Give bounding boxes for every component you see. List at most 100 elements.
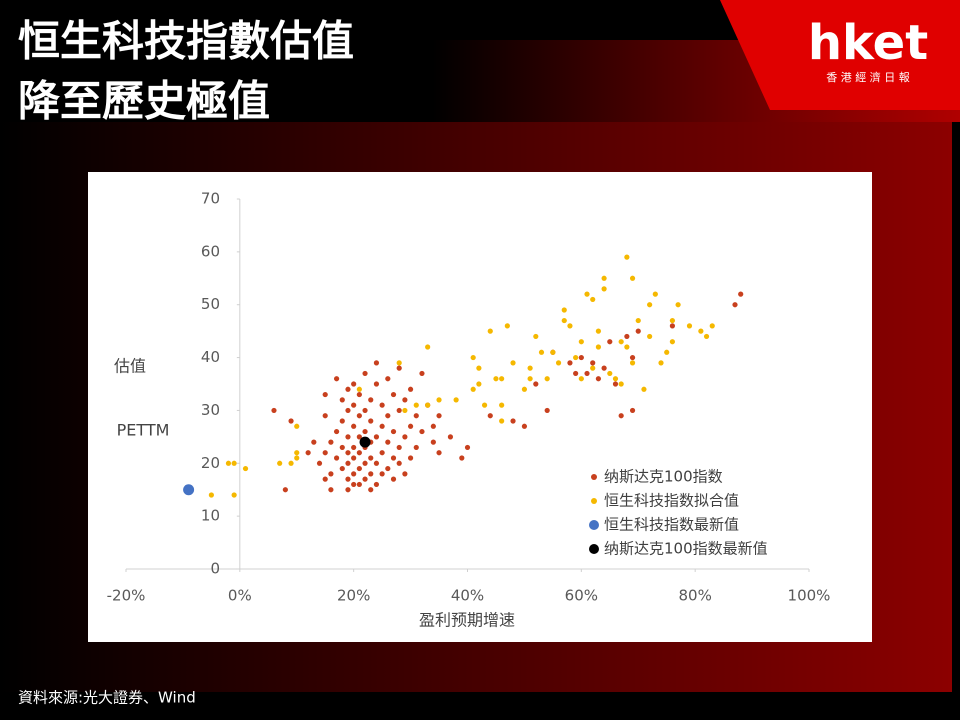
logo-bg	[720, 0, 960, 110]
point	[413, 413, 419, 419]
point	[499, 402, 505, 408]
point	[225, 460, 232, 466]
point	[328, 471, 334, 477]
point	[208, 492, 214, 498]
point	[183, 484, 195, 496]
point	[686, 323, 693, 329]
point	[738, 291, 744, 297]
point	[402, 407, 408, 414]
logo: hket	[808, 15, 928, 71]
point	[373, 460, 380, 466]
point	[379, 423, 385, 429]
point	[641, 386, 647, 392]
point	[345, 434, 351, 440]
point	[493, 376, 499, 382]
point	[578, 376, 584, 382]
point	[339, 397, 345, 403]
point	[487, 413, 493, 419]
point	[351, 444, 357, 451]
point	[521, 386, 528, 392]
point	[362, 370, 368, 377]
point	[311, 439, 317, 445]
logo-sub: 香 港 經 濟 日 報	[826, 70, 909, 84]
point	[612, 376, 619, 382]
point	[607, 370, 613, 377]
point	[573, 370, 579, 377]
point	[647, 333, 653, 340]
point	[709, 323, 715, 329]
point	[510, 418, 516, 424]
point	[601, 286, 607, 292]
y-tick-label: 60	[201, 242, 220, 260]
point	[544, 376, 550, 382]
point	[476, 381, 482, 387]
point	[333, 455, 340, 461]
point	[527, 376, 533, 382]
point	[510, 360, 516, 366]
point	[595, 328, 602, 334]
point	[385, 376, 391, 382]
point	[362, 460, 368, 466]
point	[584, 370, 590, 377]
point	[470, 386, 476, 392]
point	[396, 365, 402, 371]
point	[373, 360, 380, 366]
point	[396, 407, 402, 414]
y-axis-label: PETTM	[117, 421, 170, 440]
point	[356, 391, 362, 398]
point	[624, 344, 630, 350]
point	[368, 487, 374, 493]
point	[373, 381, 380, 387]
point	[419, 370, 425, 377]
point	[521, 423, 528, 429]
point	[669, 339, 676, 345]
point	[368, 455, 374, 461]
point	[703, 333, 710, 340]
point	[231, 492, 237, 498]
point	[322, 450, 328, 456]
point	[379, 402, 385, 408]
point	[555, 360, 562, 366]
point	[368, 418, 374, 424]
point	[533, 333, 539, 340]
point	[288, 418, 294, 424]
point	[629, 407, 636, 414]
y-tick-label: 40	[201, 348, 220, 366]
point	[635, 328, 641, 334]
point	[345, 407, 351, 414]
point	[288, 460, 294, 466]
legend-marker	[589, 544, 599, 554]
point	[607, 339, 613, 345]
point	[658, 360, 664, 366]
point	[322, 413, 328, 419]
x-tick-label: 60%	[565, 587, 598, 605]
point	[487, 328, 493, 334]
point	[499, 418, 505, 424]
point	[459, 455, 465, 461]
point	[328, 439, 334, 445]
point	[533, 381, 539, 387]
point	[407, 423, 414, 429]
point	[282, 487, 288, 493]
point	[407, 455, 414, 461]
point	[345, 450, 351, 456]
point	[601, 275, 607, 281]
point	[578, 339, 584, 345]
legend-marker	[591, 474, 597, 480]
y-axis-label: 估值	[114, 357, 146, 376]
point	[379, 450, 385, 456]
point	[339, 465, 345, 472]
point	[356, 386, 362, 392]
point	[567, 360, 573, 366]
point	[345, 476, 351, 482]
point	[601, 365, 607, 371]
point	[629, 354, 636, 361]
point	[385, 439, 391, 445]
point	[624, 333, 630, 340]
y-tick-label: 20	[201, 454, 220, 472]
legend-marker	[589, 520, 599, 530]
point	[368, 397, 374, 403]
point	[436, 397, 442, 403]
x-tick-label: 0%	[228, 587, 252, 605]
legend-marker	[591, 498, 597, 504]
